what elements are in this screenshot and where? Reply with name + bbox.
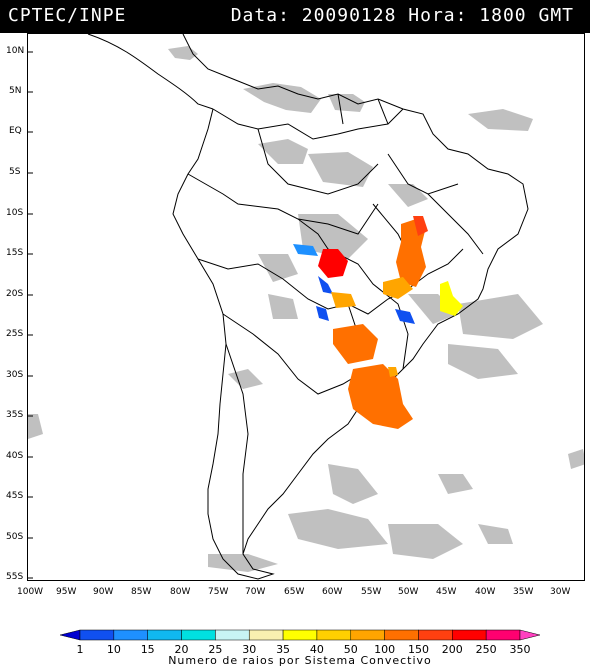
legend-tick-label: 20 [175, 643, 189, 656]
legend-swatch [60, 629, 81, 641]
south-america-map [28, 34, 584, 580]
lat-label: 35S [6, 410, 24, 420]
lat-label: 25S [6, 329, 24, 339]
lon-label: 90W [93, 587, 114, 597]
legend-swatch [316, 629, 352, 641]
lon-label: 75W [208, 587, 229, 597]
legend-swatch [215, 629, 250, 641]
lat-label: 5S [9, 167, 21, 177]
legend-swatch [181, 629, 216, 641]
lon-label: 35W [513, 587, 534, 597]
lat-label: 5N [9, 86, 22, 96]
storm-cluster [316, 306, 329, 321]
storm-cluster [388, 367, 398, 377]
map-panel [27, 33, 585, 581]
lon-label: 65W [284, 587, 305, 597]
grid-ticks [28, 51, 33, 579]
legend-tick-label: 1 [77, 643, 84, 656]
lon-label: 100W [17, 587, 44, 597]
lon-label: 55W [361, 587, 382, 597]
storm-cluster [318, 249, 348, 278]
legend-tick-label: 350 [510, 643, 531, 656]
legend-swatch [79, 629, 115, 641]
storm-cluster [396, 219, 426, 287]
storm-cluster [383, 277, 413, 299]
storm-cluster [331, 292, 356, 308]
lat-label: 15S [6, 248, 24, 258]
datetime-label: Data: 20090128 Hora: 1800 GMT [230, 5, 574, 26]
lon-label: 45W [436, 587, 457, 597]
legend-swatch [113, 629, 148, 641]
legend-tick-label: 25 [208, 643, 222, 656]
storm-cluster [395, 309, 415, 324]
legend-title: Numero de raios por Sistema Convectivo [168, 654, 432, 667]
lat-label: 20S [6, 289, 24, 299]
lat-label: 10S [6, 208, 24, 218]
legend-tick-label: 10 [107, 643, 121, 656]
legend-swatch [384, 629, 419, 641]
lat-label: 45S [6, 491, 24, 501]
lon-label: 60W [322, 587, 343, 597]
legend-swatch [519, 629, 540, 641]
color-legend: 1 10 15 20 25 30 35 40 50 100 150 200 250 350 [60, 629, 540, 656]
convective-systems [293, 216, 463, 429]
legend-swatch [147, 629, 182, 641]
legend-swatch [282, 629, 318, 641]
legend-tick-label: 250 [476, 643, 497, 656]
storm-cluster [333, 324, 378, 364]
storm-cluster [293, 244, 318, 256]
lat-label: 40S [6, 451, 24, 461]
storm-cluster [318, 276, 333, 294]
lon-label: 95W [56, 587, 77, 597]
legend-swatch [418, 629, 453, 641]
lat-label: 10N [6, 46, 25, 56]
lon-label: 40W [475, 587, 496, 597]
legend-tick-label: 50 [344, 643, 358, 656]
storm-cluster [413, 216, 428, 236]
cloud-cover [28, 46, 584, 572]
legend-tick-label: 150 [408, 643, 429, 656]
legend-tick-label: 30 [242, 643, 256, 656]
legend-swatch [485, 629, 521, 641]
lat-label: 50S [6, 532, 24, 542]
storm-cluster [348, 364, 413, 429]
legend-tick-label: 15 [141, 643, 155, 656]
lat-label: EQ [9, 126, 22, 136]
legend-tick-label: 40 [310, 643, 324, 656]
lon-label: 80W [170, 587, 191, 597]
lon-label: 70W [245, 587, 266, 597]
title-bar: CPTEC/INPE Data: 20090128 Hora: 1800 GMT [0, 0, 590, 33]
legend-tick-label: 100 [374, 643, 395, 656]
legend-swatch [452, 629, 487, 641]
legend-swatch [350, 629, 385, 641]
legend-tick-label: 200 [442, 643, 463, 656]
lon-label: 50W [398, 587, 419, 597]
legend-tick-label: 35 [276, 643, 290, 656]
lon-label: 85W [131, 587, 152, 597]
lat-label: 30S [6, 370, 24, 380]
lon-label: 30W [550, 587, 571, 597]
source-label: CPTEC/INPE [8, 5, 127, 26]
lat-label: 55S [6, 572, 24, 582]
legend-swatch [248, 629, 284, 641]
storm-cluster [440, 281, 463, 316]
